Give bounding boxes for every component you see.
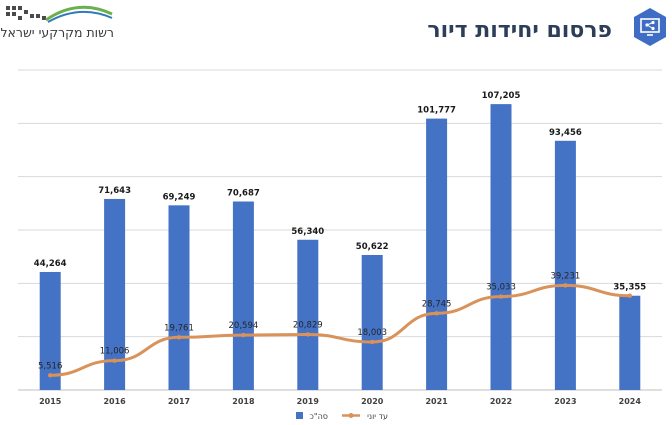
line-point-2016	[112, 358, 117, 363]
x-tick-2021: 2021	[425, 397, 448, 406]
line-label-2018: 20,594	[229, 321, 259, 331]
line-series-june	[50, 283, 630, 377]
line-point-2023	[563, 283, 568, 288]
bar-total-2019	[297, 239, 319, 390]
legend-swatch-total	[296, 412, 303, 419]
bar-total-2023	[554, 140, 576, 390]
x-tick-2020: 2020	[361, 397, 384, 406]
line-label-2017: 19,761	[164, 323, 194, 333]
bar-label-2019: 56,340	[291, 227, 324, 237]
x-tick-2022: 2022	[490, 397, 512, 406]
bar-label-2022: 107,205	[482, 91, 521, 101]
bar-label-2015: 44,264	[34, 259, 67, 269]
x-tick-2018: 2018	[232, 397, 255, 406]
line-point-2021	[434, 311, 439, 316]
bar-total-2024	[619, 295, 641, 390]
line-label-2020: 18,003	[357, 328, 387, 338]
x-tick-2016: 2016	[103, 397, 126, 406]
line-label-2016: 11,006	[100, 347, 130, 357]
bar-total-2020	[361, 255, 383, 390]
legend-label-june: עד יוני	[367, 412, 388, 421]
legend-label-total: סה"כ	[310, 412, 328, 421]
bar-total-2016	[104, 198, 126, 390]
logo-text: רשות מקרקעי ישראל	[0, 25, 114, 40]
x-tick-2024: 2024	[619, 397, 642, 406]
bar-label-2016: 71,643	[98, 186, 131, 196]
bar-label-2018: 70,687	[227, 189, 260, 199]
page-title: פרסום יחידות דיור	[427, 18, 612, 43]
line-point-2015	[48, 373, 53, 378]
line-point-2020	[370, 339, 375, 345]
logo-mark-icon	[6, 5, 113, 23]
line-label-2022: 35,033	[486, 283, 516, 293]
bar-total-2021	[426, 118, 448, 390]
x-tick-2017: 2017	[168, 397, 190, 406]
line-label-2019: 20,829	[293, 320, 323, 330]
legend-marker-june	[348, 413, 354, 418]
bar-total-2017	[168, 205, 190, 390]
line-label-2021: 28,745	[422, 299, 452, 309]
x-tick-2015: 2015	[39, 397, 62, 406]
bar-label-2020: 50,622	[356, 242, 389, 252]
line-label-2023: 39,231	[551, 271, 581, 281]
bar-label-2021: 101,777	[417, 106, 456, 116]
line-point-2022	[498, 294, 504, 299]
line-point-2024	[627, 293, 632, 298]
x-tick-2023: 2023	[554, 397, 576, 406]
bar-label-2024: 35,355	[613, 283, 646, 293]
line-point-2017	[176, 335, 182, 340]
bar-total-2015	[39, 271, 61, 390]
bar-label-2017: 69,249	[163, 192, 196, 202]
line-point-2019	[305, 332, 310, 337]
screen-share-icon	[634, 8, 666, 46]
bar-total-2022	[490, 104, 512, 391]
bar-label-2023: 93,456	[549, 128, 582, 138]
line-point-2018	[241, 332, 246, 338]
x-tick-2019: 2019	[297, 397, 320, 406]
line-label-2015: 5,516	[38, 361, 62, 371]
bar-total-2018	[232, 201, 254, 390]
legend: סה"כ עד יוני	[296, 412, 388, 421]
